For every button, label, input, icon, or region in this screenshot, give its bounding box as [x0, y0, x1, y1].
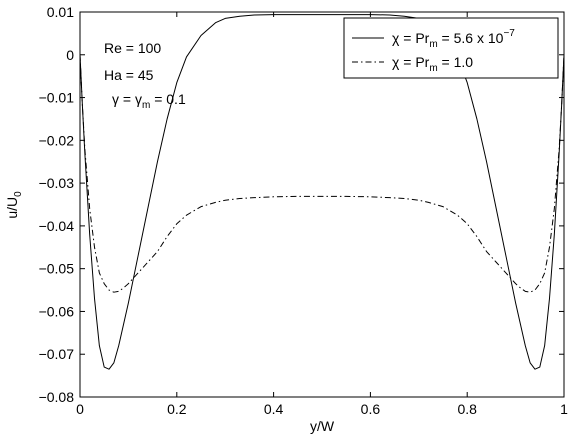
x-tick-label: 1 — [560, 401, 568, 417]
annotations: Re = 100 Ha = 45 γ = γm = 0.1 — [104, 40, 186, 111]
x-tick-label: 0 — [76, 401, 84, 417]
y-axis-label: u/U0 — [4, 191, 24, 219]
annotation-re: Re = 100 — [104, 40, 161, 56]
series-line-2 — [80, 54, 564, 293]
x-tick-label: 0.6 — [361, 401, 381, 417]
ticks-layer — [79, 11, 565, 398]
y-tick-label: −0.02 — [39, 132, 75, 148]
y-tick-label: −0.03 — [39, 175, 75, 191]
tick-labels: 0 0.2 0.4 0.6 0.8 1 0.01 0 −0.01 −0.02 −0.03 −0.04 −… — [39, 4, 569, 417]
series-layer — [80, 14, 564, 370]
y-tick-label: 0.01 — [47, 4, 74, 20]
plot-frame — [79, 11, 565, 398]
y-tick-label: −0.05 — [39, 261, 75, 277]
x-tick-label: 0.4 — [264, 401, 284, 417]
y-tick-label: −0.01 — [39, 90, 75, 106]
legend: χ = Prm = 5.6 x 10−7 χ = Prm = 1.0 — [343, 17, 559, 79]
legend-label-series-2: χ = Prm = 1.0 — [392, 54, 473, 74]
y-tick-label: −0.08 — [39, 389, 75, 405]
annotation-ha: Ha = 45 — [104, 67, 154, 83]
y-tick-label: −0.07 — [39, 346, 75, 362]
series-line-1 — [80, 14, 564, 370]
legend-label-series-1: χ = Prm = 5.6 x 10−7 — [392, 28, 515, 50]
y-tick-label: −0.04 — [39, 218, 75, 234]
y-tick-label: −0.06 — [39, 303, 75, 319]
x-tick-label: 0.8 — [457, 401, 477, 417]
x-axis-label: y/W — [310, 418, 335, 434]
y-tick-label: 0 — [66, 47, 74, 63]
x-tick-label: 0.2 — [167, 401, 187, 417]
annotation-gamma: γ = γm = 0.1 — [112, 91, 186, 111]
legend-box — [343, 17, 559, 79]
